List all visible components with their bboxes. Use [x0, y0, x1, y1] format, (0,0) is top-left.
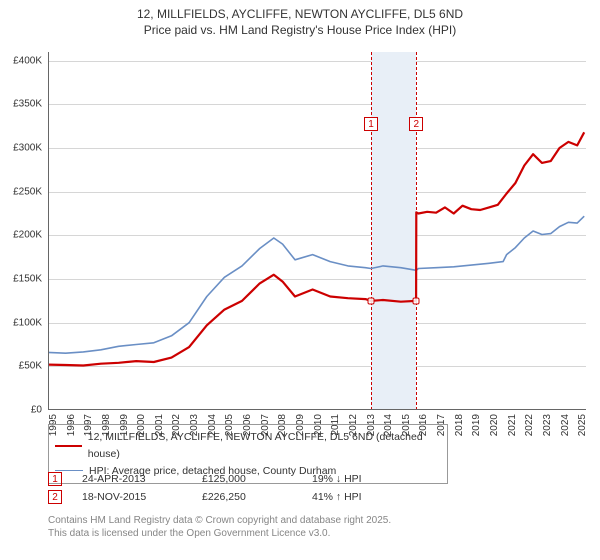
- series-line-price_paid: [48, 132, 584, 365]
- y-tick-label: £0: [31, 405, 42, 416]
- line-plot: [48, 52, 586, 410]
- sales-row: 2 18-NOV-2015 £226,250 41% ↑ HPI: [48, 488, 432, 506]
- y-tick-label: £250K: [13, 186, 42, 197]
- x-tick-label: 2024: [560, 414, 571, 436]
- legend-swatch-price: [55, 445, 82, 447]
- title-line1: 12, MILLFIELDS, AYCLIFFE, NEWTON AYCLIFF…: [0, 6, 600, 22]
- x-tick-label: 2021: [507, 414, 518, 436]
- x-tick-label: 2019: [471, 414, 482, 436]
- y-tick-label: £150K: [13, 274, 42, 285]
- y-tick-label: £200K: [13, 230, 42, 241]
- sale-flag-icon: 2: [48, 490, 62, 504]
- data-marker: [413, 297, 420, 304]
- y-tick-label: £100K: [13, 317, 42, 328]
- x-tick-label: 2022: [524, 414, 535, 436]
- y-tick-label: £50K: [19, 361, 42, 372]
- series-line-hpi: [48, 216, 584, 353]
- attribution: Contains HM Land Registry data © Crown c…: [48, 514, 391, 540]
- chart-title: 12, MILLFIELDS, AYCLIFFE, NEWTON AYCLIFF…: [0, 0, 600, 38]
- sale-price: £226,250: [202, 491, 312, 503]
- sale-price: £125,000: [202, 473, 312, 485]
- x-tick-label: 2023: [542, 414, 553, 436]
- attrib-line: Contains HM Land Registry data © Crown c…: [48, 514, 391, 527]
- sales-table: 1 24-APR-2013 £125,000 19% ↓ HPI 2 18-NO…: [48, 470, 432, 506]
- attrib-line: This data is licensed under the Open Gov…: [48, 527, 391, 540]
- title-line2: Price paid vs. HM Land Registry's House …: [0, 22, 600, 38]
- sale-diff: 19% ↓ HPI: [312, 473, 432, 485]
- y-tick-label: £400K: [13, 55, 42, 66]
- data-marker: [367, 297, 374, 304]
- x-axis-line: [48, 409, 586, 410]
- sale-date: 24-APR-2013: [82, 473, 202, 485]
- sale-flag-icon: 1: [48, 472, 62, 486]
- sale-diff: 41% ↑ HPI: [312, 491, 432, 503]
- x-tick-label: 2020: [489, 414, 500, 436]
- y-tick-label: £350K: [13, 99, 42, 110]
- chart-area: £0£50K£100K£150K£200K£250K£300K£350K£400…: [48, 52, 586, 410]
- legend-row: 12, MILLFIELDS, AYCLIFFE, NEWTON AYCLIFF…: [55, 429, 441, 463]
- x-tick-label: 2025: [577, 414, 588, 436]
- legend-label: 12, MILLFIELDS, AYCLIFFE, NEWTON AYCLIFF…: [88, 429, 441, 463]
- y-tick-label: £300K: [13, 143, 42, 154]
- sales-row: 1 24-APR-2013 £125,000 19% ↓ HPI: [48, 470, 432, 488]
- sale-date: 18-NOV-2015: [82, 491, 202, 503]
- y-axis-line: [48, 52, 49, 410]
- x-tick-label: 2018: [454, 414, 465, 436]
